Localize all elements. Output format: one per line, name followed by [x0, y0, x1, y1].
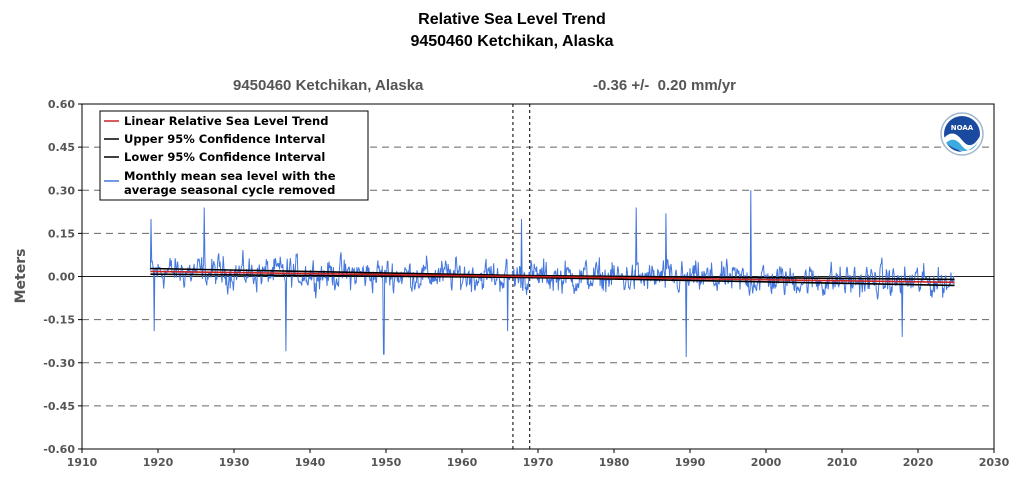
y-tick-label: -0.15 — [43, 314, 75, 327]
y-tick-label: -0.45 — [43, 400, 75, 413]
legend-item-lower: Lower 95% Confidence Interval — [124, 150, 325, 164]
y-tick-label: 0.15 — [48, 227, 75, 240]
x-tick-label: 1950 — [371, 456, 402, 469]
trend-label: -0.36 +/- 0.20 mm/yr — [593, 77, 736, 94]
x-tick-label: 1910 — [67, 456, 98, 469]
y-tick-label: 0.00 — [48, 271, 75, 284]
y-tick-label: 0.45 — [48, 141, 75, 154]
series-lower-ci — [150, 273, 955, 287]
chart-title: Relative Sea Level Trend — [418, 11, 606, 28]
series-layer — [149, 190, 955, 358]
station-label: 9450460 Ketchikan, Alaska — [233, 77, 424, 94]
series-linear-trend — [150, 270, 955, 284]
x-tick-label: 1980 — [599, 456, 630, 469]
series-upper-ci — [150, 267, 955, 281]
y-tick-label: -0.30 — [43, 357, 75, 370]
x-tick-label: 2030 — [979, 456, 1010, 469]
legend-box — [99, 110, 369, 201]
y-tick-label: -0.60 — [43, 443, 75, 456]
x-tick-label: 1920 — [143, 456, 174, 469]
y-tick-label: 0.60 — [48, 98, 75, 111]
noaa-logo: NOAA — [940, 112, 984, 156]
legend-item-monthly-2: average seasonal cycle removed — [124, 183, 335, 197]
x-tick-label: 1970 — [523, 456, 554, 469]
x-tick-label: 2020 — [903, 456, 934, 469]
x-tick-label: 1990 — [675, 456, 706, 469]
y-axis-label: Meters — [13, 249, 29, 304]
legend: Linear Relative Sea Level Trend Upper 95… — [99, 110, 369, 201]
noaa-logo-text: NOAA — [951, 124, 974, 132]
legend-item-trend: Linear Relative Sea Level Trend — [124, 114, 328, 128]
x-tick-label: 2000 — [751, 456, 782, 469]
legend-item-upper: Upper 95% Confidence Interval — [124, 132, 325, 146]
chart-subtitle: 9450460 Ketchikan, Alaska — [410, 33, 614, 50]
x-tick-label: 1960 — [447, 456, 478, 469]
legend-item-monthly-1: Monthly mean sea level with the — [124, 169, 336, 183]
y-tick-label: 0.30 — [48, 184, 75, 197]
x-tick-label: 1940 — [295, 456, 326, 469]
axes: 0.60 0.45 0.30 0.15 0.00 -0.15 -0.30 -0.45 -0.60… — [43, 98, 1009, 469]
x-tick-label: 2010 — [827, 456, 858, 469]
x-tick-label: 1930 — [219, 456, 250, 469]
